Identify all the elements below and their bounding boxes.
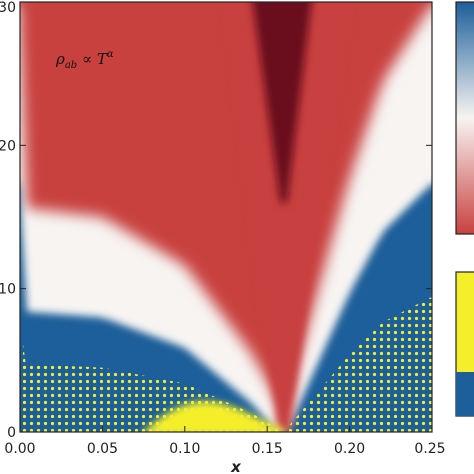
x-tick-label: 0.05 (87, 441, 118, 457)
formula-annotation: ρab ∝ Tα (55, 49, 114, 71)
y-axis: 0 10 20 30 (0, 0, 432, 441)
plot-frame (19, 1, 433, 433)
y-tick-label: 20 (0, 138, 16, 154)
colorbar-top (455, 1, 474, 235)
red-v-core (226, 2, 350, 432)
x-tick-label: 0.15 (252, 441, 283, 457)
yellow-dot-region-right (288, 297, 432, 432)
blue-region (20, 184, 432, 432)
x-tick-label: 0.00 (4, 441, 35, 457)
x-axis-title: x (230, 458, 242, 474)
yellow-dense-region (143, 401, 284, 432)
y-tick-label: 30 (0, 0, 16, 16)
y-tick-label: 0 (7, 425, 16, 441)
x-tick-label: 0.20 (334, 441, 365, 457)
dark-red-wedge (252, 2, 312, 203)
y-tick-label: 10 (0, 282, 16, 298)
x-tick-label: 0.10 (169, 441, 200, 457)
heatmap-area (20, 2, 432, 432)
x-axis: 0.00 0.05 0.10 0.15 0.20 0.25 (4, 426, 446, 457)
colorbar-bottom (455, 271, 474, 417)
x-tick-label: 0.25 (414, 441, 445, 457)
